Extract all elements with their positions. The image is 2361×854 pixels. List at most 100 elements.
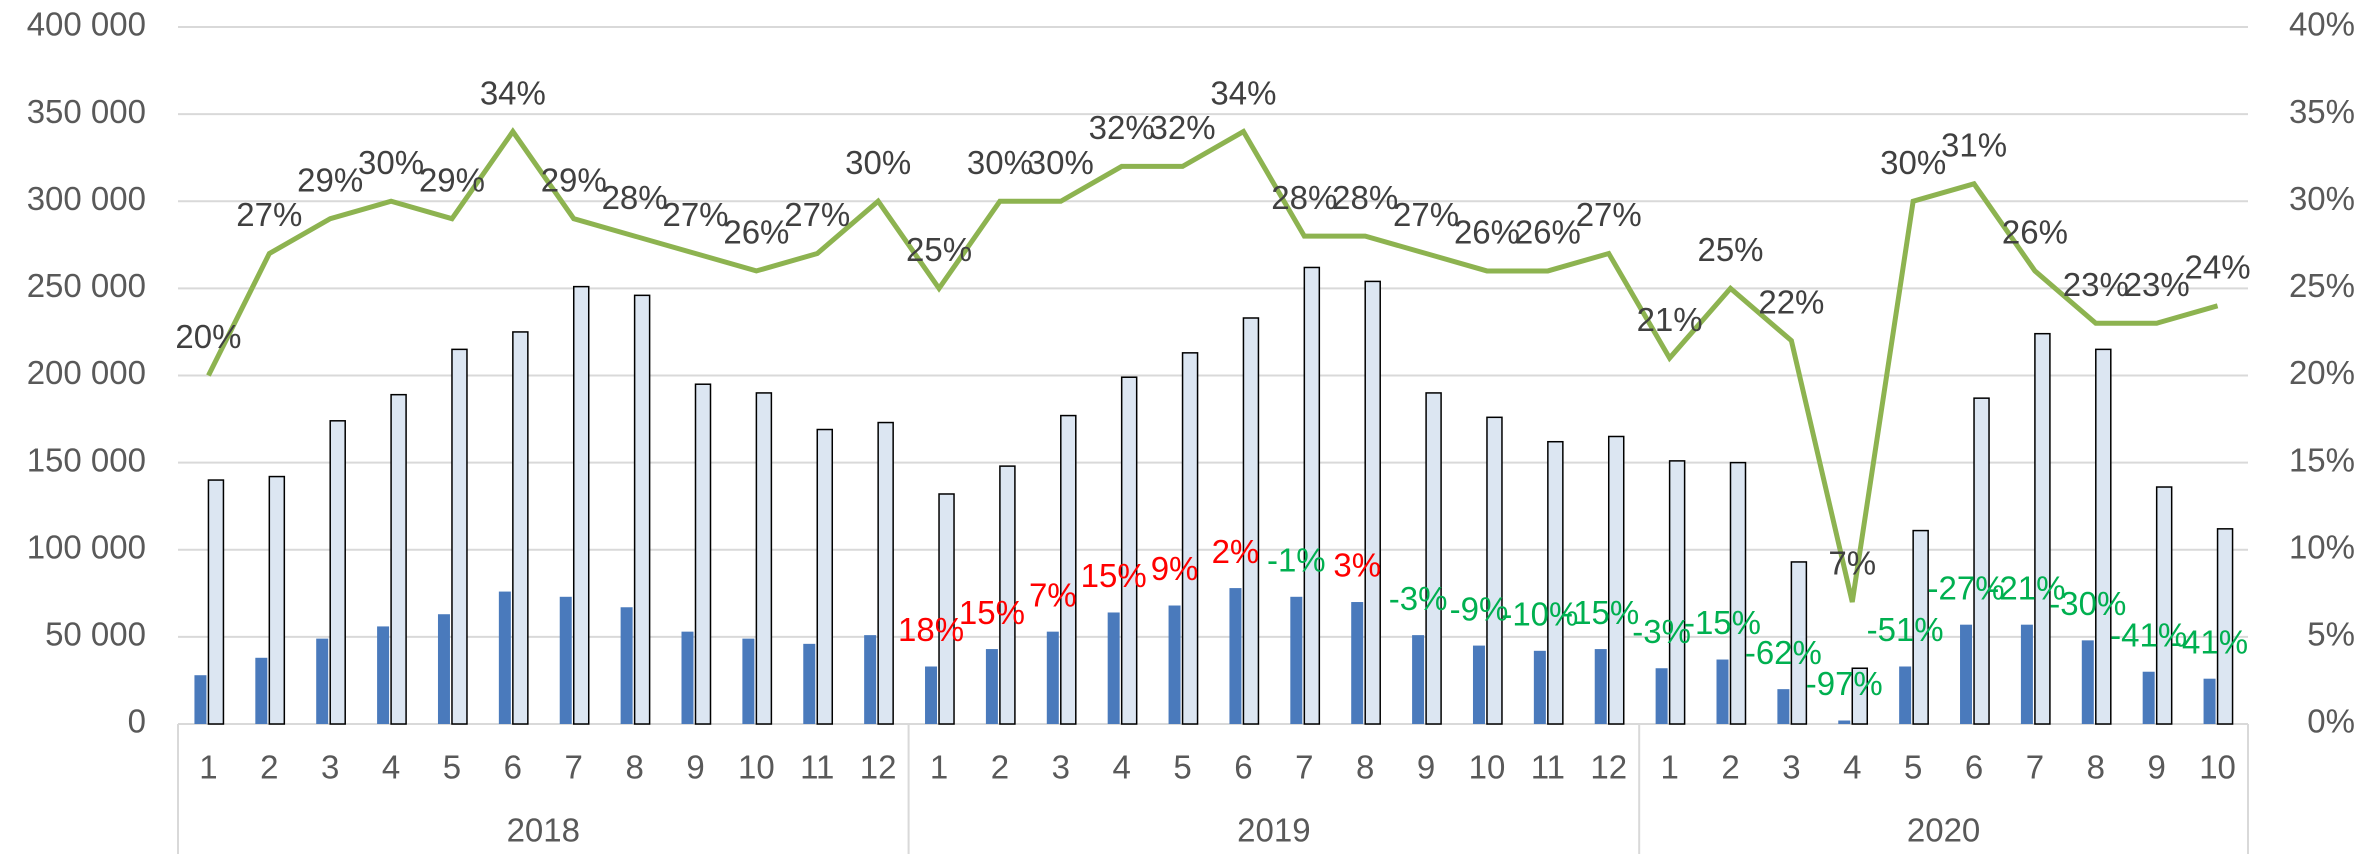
x-tick-label: 7 — [565, 749, 583, 786]
y-tick-label: 100 000 — [27, 528, 146, 565]
change-label: 2% — [1212, 533, 1260, 570]
y-tick-label: 400 000 — [27, 6, 146, 43]
data-label: 32% — [1150, 109, 1216, 146]
change-label: -15% — [1684, 604, 1761, 641]
bar — [877, 421, 894, 725]
bar — [1838, 720, 1851, 724]
bar — [2034, 332, 2051, 725]
data-label: 29% — [541, 161, 607, 198]
bar — [390, 393, 407, 725]
line — [206, 127, 2219, 603]
change-label: 3% — [1333, 547, 1381, 584]
bar — [816, 428, 834, 725]
bar — [1242, 317, 1260, 725]
y2-tick-label: 5% — [2307, 616, 2355, 653]
data-label: 30% — [358, 144, 424, 181]
y-tick-label: 150 000 — [27, 441, 146, 478]
group-label: 2019 — [1237, 812, 1310, 849]
bar — [1364, 280, 1381, 725]
bar — [1425, 392, 1442, 725]
bar — [1594, 649, 1607, 724]
x-tick-label: 11 — [800, 749, 834, 786]
x-tick-label: 11 — [1531, 749, 1565, 786]
bar — [2155, 486, 2173, 725]
data-label: 20% — [175, 318, 241, 355]
x-tick-label: 6 — [504, 749, 522, 786]
bar — [437, 614, 450, 724]
bar — [1120, 376, 1138, 725]
bar — [2020, 624, 2033, 724]
bar — [1777, 689, 1790, 724]
bar — [803, 643, 816, 724]
change-label: 7% — [1029, 576, 1077, 613]
bar — [633, 294, 651, 725]
group-label: 2018 — [507, 812, 580, 849]
data-label: 26% — [723, 214, 789, 251]
bar — [2142, 671, 2155, 724]
data-label: 27% — [784, 196, 850, 233]
x-tick-label: 10 — [738, 749, 775, 786]
data-label: 34% — [1210, 74, 1276, 111]
data-label: 29% — [419, 161, 485, 198]
x-tick-label: 4 — [382, 749, 400, 786]
data-label: 28% — [602, 179, 668, 216]
change-label: -27% — [1928, 569, 2005, 606]
bar — [620, 607, 633, 724]
data-label: 31% — [1941, 127, 2007, 164]
x-tick-label: 7 — [1295, 749, 1313, 786]
change-label: 9% — [1151, 550, 1199, 587]
bar — [1899, 666, 1912, 724]
bar — [985, 649, 998, 724]
bar — [1655, 668, 1668, 724]
bar — [1960, 624, 1973, 724]
bar — [1303, 266, 1321, 725]
x-tick-label: 7 — [2026, 749, 2044, 786]
change-label: -97% — [1806, 665, 1883, 702]
x-tick-label: 3 — [321, 749, 339, 786]
change-label: -10% — [1501, 596, 1578, 633]
x-tick-label: 12 — [860, 749, 897, 786]
y-tick-label: 200 000 — [27, 354, 146, 391]
bar — [1607, 435, 1625, 725]
bar — [1351, 602, 1364, 724]
bar — [1046, 631, 1059, 724]
data-label: 7% — [1828, 545, 1876, 582]
x-tick-label: 5 — [443, 749, 461, 786]
change-label: -41% — [2171, 623, 2248, 660]
data-label: 30% — [1028, 144, 1094, 181]
x-tick-label: 1 — [199, 749, 217, 786]
bar — [694, 383, 712, 725]
bar — [1533, 650, 1546, 724]
data-label: 30% — [845, 144, 911, 181]
bar — [207, 479, 225, 725]
data-label: 23% — [2063, 266, 2129, 303]
bar — [1290, 596, 1303, 724]
bar — [1973, 397, 1990, 725]
data-label: 28% — [1332, 179, 1398, 216]
bar — [1060, 414, 1077, 725]
x-tick-label: 2 — [1721, 749, 1739, 786]
bar — [755, 392, 773, 725]
y-tick-label: 0 — [128, 703, 146, 740]
x-tick-label: 3 — [1782, 749, 1800, 786]
x-tick-label: 9 — [2147, 749, 2165, 786]
data-label: 25% — [1697, 231, 1763, 268]
change-label: -9% — [1450, 590, 1509, 627]
bar — [1547, 440, 1564, 725]
y-tick-label: 300 000 — [27, 180, 146, 217]
bar — [1851, 667, 1869, 725]
x-tick-label: 2 — [991, 749, 1009, 786]
group-label: 2020 — [1907, 812, 1980, 849]
x-tick-label: 10 — [1469, 749, 1506, 786]
data-label: 26% — [1515, 214, 1581, 251]
x-tick-label: 5 — [1173, 749, 1191, 786]
x-tick-label: 2 — [260, 749, 278, 786]
bar — [316, 638, 329, 724]
data-label: 30% — [1880, 144, 1946, 181]
y2-tick-label: 20% — [2289, 354, 2355, 391]
change-label: -21% — [1988, 569, 2065, 606]
data-label: 27% — [236, 196, 302, 233]
bar — [1181, 352, 1199, 725]
x-tick-label: 12 — [1590, 749, 1627, 786]
y2-tick-label: 25% — [2289, 267, 2355, 304]
